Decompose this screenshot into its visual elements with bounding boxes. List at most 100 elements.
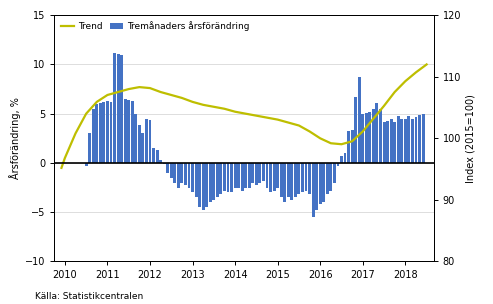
Trend (402, 79, 408, 83)
Bar (191, 163, 194, 192)
Bar (308, 163, 311, 195)
Bar (280, 163, 282, 197)
Trend (423, 63, 429, 66)
Trend (275, 118, 281, 121)
Trend (264, 116, 270, 119)
Bar (145, 119, 148, 163)
Bar (411, 119, 414, 163)
Bar (379, 109, 382, 163)
Bar (422, 114, 424, 163)
Trend (370, 117, 376, 120)
Bar (404, 119, 407, 163)
Bar (103, 102, 106, 163)
Bar (333, 163, 336, 183)
Bar (245, 163, 247, 188)
Bar (135, 114, 137, 163)
Bar (230, 163, 233, 192)
Trend (126, 87, 132, 91)
Bar (290, 163, 293, 200)
Bar (138, 125, 141, 163)
Trend (360, 130, 366, 133)
Bar (365, 113, 368, 163)
Trend (147, 86, 153, 90)
Bar (372, 109, 375, 163)
Bar (358, 77, 361, 163)
Bar (326, 163, 329, 195)
Bar (180, 163, 183, 183)
Bar (255, 163, 258, 185)
Bar (322, 163, 325, 202)
Bar (415, 117, 418, 163)
Legend: Trend, Tremånaders årsförändring: Trend, Tremånaders årsförändring (59, 20, 251, 33)
Bar (397, 116, 400, 163)
Trend (83, 112, 89, 116)
Bar (85, 163, 88, 166)
Trend (94, 100, 100, 104)
Bar (209, 163, 211, 202)
Bar (251, 163, 254, 183)
Bar (340, 156, 343, 163)
Bar (234, 163, 237, 188)
Trend (211, 105, 217, 109)
Y-axis label: Index (2015=100): Index (2015=100) (465, 94, 476, 183)
Bar (273, 163, 276, 191)
Trend (168, 93, 174, 97)
Bar (337, 163, 339, 166)
Bar (216, 163, 219, 197)
Bar (163, 163, 166, 164)
Bar (117, 54, 119, 163)
Line: Trend: Trend (62, 64, 426, 168)
Trend (328, 141, 334, 145)
Bar (212, 163, 215, 200)
Bar (376, 103, 379, 163)
Trend (232, 110, 238, 114)
Trend (115, 90, 121, 94)
Bar (227, 163, 229, 192)
Bar (237, 163, 240, 188)
Trend (349, 140, 355, 143)
Bar (159, 160, 162, 163)
Trend (137, 85, 142, 89)
Bar (152, 148, 155, 163)
Bar (400, 119, 403, 163)
Bar (141, 133, 144, 163)
Y-axis label: Årsförändring, %: Årsförändring, % (9, 97, 21, 179)
Bar (297, 163, 300, 195)
Trend (243, 112, 248, 116)
Trend (296, 124, 302, 127)
Bar (418, 115, 421, 163)
Bar (205, 163, 208, 207)
Bar (184, 163, 187, 185)
Bar (368, 112, 371, 163)
Bar (347, 131, 350, 163)
Bar (248, 163, 251, 188)
Trend (59, 166, 65, 170)
Trend (62, 156, 68, 160)
Bar (113, 53, 116, 163)
Bar (294, 163, 297, 197)
Bar (407, 116, 410, 163)
Bar (88, 133, 91, 163)
Bar (283, 163, 286, 202)
Bar (219, 163, 222, 195)
Trend (381, 104, 387, 108)
Bar (198, 163, 201, 207)
Trend (317, 136, 323, 140)
Bar (223, 163, 226, 191)
Trend (339, 142, 345, 146)
Bar (361, 114, 364, 163)
Bar (269, 163, 272, 192)
Bar (319, 163, 321, 204)
Bar (170, 163, 173, 178)
Trend (221, 107, 227, 111)
Bar (287, 163, 290, 197)
Bar (127, 100, 130, 163)
Bar (383, 122, 386, 163)
Trend (72, 132, 78, 135)
Trend (179, 96, 185, 100)
Text: Källa: Statistikcentralen: Källa: Statistikcentralen (35, 292, 143, 301)
Bar (124, 99, 127, 163)
Bar (148, 119, 151, 163)
Trend (253, 114, 259, 117)
Bar (386, 121, 389, 163)
